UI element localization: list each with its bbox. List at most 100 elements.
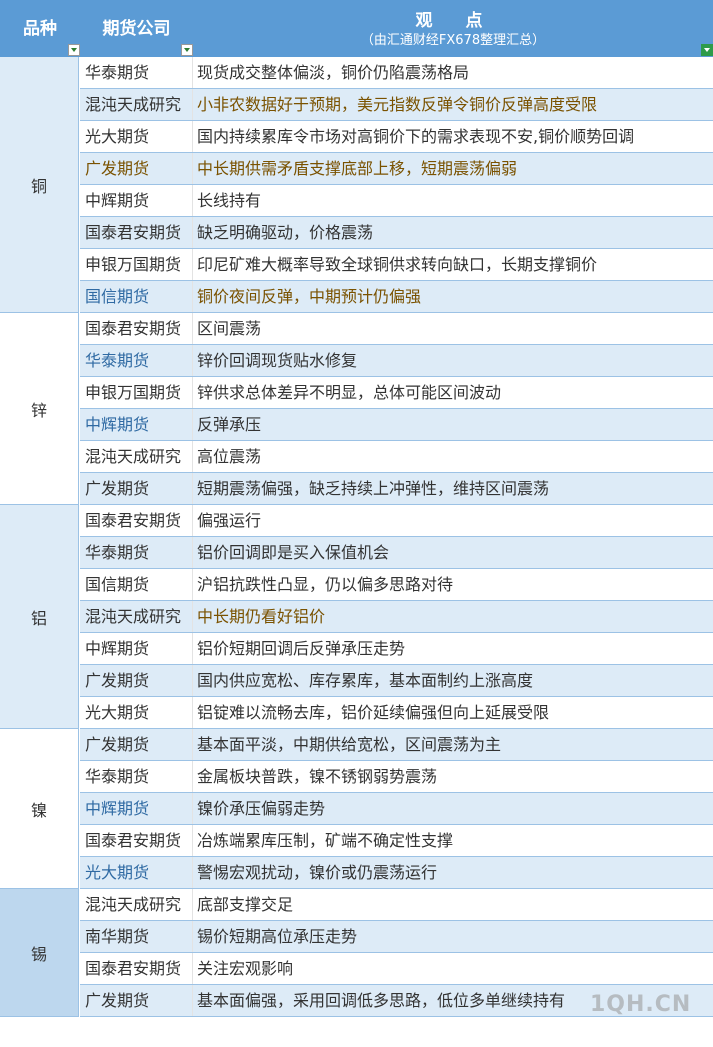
- view-cell: 锌供求总体差异不明显，总体可能区间波动: [197, 383, 502, 402]
- filter-active-icon[interactable]: [701, 44, 713, 56]
- table-row: 华泰期货 锌价回调现货贴水修复: [80, 345, 713, 377]
- table-row: 华泰期货 现货成交整体偏淡，铜价仍陷震荡格局: [80, 57, 713, 89]
- table-row: 国信期货 沪铝抗跌性凸显，仍以偏多思路对待: [80, 569, 713, 601]
- table-row: 广发期货 中长期供需矛盾支撑底部上移，短期震荡偏弱: [80, 153, 713, 185]
- header-variety: 品种: [23, 19, 57, 39]
- table-row: 混沌天成研究 小非农数据好于预期，美元指数反弹令铜价反弹高度受限: [80, 89, 713, 121]
- view-cell: 国内持续累库令市场对高铜价下的需求表现不安,铜价顺势回调: [197, 127, 635, 146]
- table-header: 品种 期货公司 观 点 （由汇通财经FX678整理汇总）: [0, 0, 713, 57]
- table-row: 中辉期货 铝价短期回调后反弹承压走势: [80, 633, 713, 665]
- view-cell: 长线持有: [197, 191, 262, 210]
- view-cell: 基本面平淡，中期供给宽松，区间震荡为主: [197, 735, 502, 754]
- company-cell: 混沌天成研究: [80, 89, 193, 120]
- table-row: 混沌天成研究 中长期仍看好铝价: [80, 601, 713, 633]
- filter-dropdown-icon[interactable]: [68, 44, 80, 56]
- table-row: 广发期货 短期震荡偏强，缺乏持续上冲弹性，维持区间震荡: [80, 473, 713, 505]
- company-cell: 光大期货: [80, 121, 193, 152]
- table-row: 华泰期货 铝价回调即是买入保值机会: [80, 537, 713, 569]
- company-cell: 混沌天成研究: [80, 441, 193, 472]
- view-cell: 现货成交整体偏淡，铜价仍陷震荡格局: [197, 63, 470, 82]
- view-cell: 偏强运行: [197, 511, 262, 530]
- view-cell: 高位震荡: [197, 447, 262, 466]
- table-row: 国泰君安期货 区间震荡: [80, 313, 713, 345]
- view-cell: 底部支撑交足: [197, 895, 294, 914]
- view-cell: 金属板块普跌，镍不锈钢弱势震荡: [197, 767, 438, 786]
- company-cell: 华泰期货: [80, 761, 193, 792]
- company-cell: 国泰君安期货: [80, 825, 193, 856]
- company-cell: 光大期货: [80, 857, 193, 888]
- company-cell: 广发期货: [80, 729, 193, 760]
- company-cell: 南华期货: [80, 921, 193, 952]
- table-row: 申银万国期货 锌供求总体差异不明显，总体可能区间波动: [80, 377, 713, 409]
- table-row: 光大期货 警惕宏观扰动，镍价或仍震荡运行: [80, 857, 713, 889]
- table-row: 混沌天成研究 底部支撑交足: [80, 889, 713, 921]
- view-cell: 短期震荡偏强，缺乏持续上冲弹性，维持区间震荡: [197, 479, 550, 498]
- company-cell: 国泰君安期货: [80, 313, 193, 344]
- view-cell: 反弹承压: [197, 415, 262, 434]
- table-row: 广发期货 基本面平淡，中期供给宽松，区间震荡为主: [80, 729, 713, 761]
- table-row: 国泰君安期货 缺乏明确驱动，价格震荡: [80, 217, 713, 249]
- company-cell: 中辉期货: [80, 409, 193, 440]
- company-cell: 光大期货: [80, 697, 193, 728]
- company-cell: 中辉期货: [80, 185, 193, 216]
- view-cell: 锌价回调现货贴水修复: [197, 351, 358, 370]
- view-cell: 关注宏观影响: [197, 959, 294, 978]
- filter-dropdown-icon[interactable]: [181, 44, 193, 56]
- table-row: 申银万国期货 印尼矿难大概率导致全球铜供求转向缺口，长期支撑铜价: [80, 249, 713, 281]
- header-view-source: （由汇通财经FX678整理汇总）: [360, 33, 546, 48]
- company-cell: 华泰期货: [80, 57, 193, 88]
- table-row: 中辉期货 反弹承压: [80, 409, 713, 441]
- table-row: 光大期货 铝锭难以流畅去库，铝价延续偏强但向上延展受限: [80, 697, 713, 729]
- view-cell: 印尼矿难大概率导致全球铜供求转向缺口，长期支撑铜价: [197, 255, 598, 274]
- company-cell: 华泰期货: [80, 537, 193, 568]
- company-cell: 华泰期货: [80, 345, 193, 376]
- table-row: 国信期货 铜价夜间反弹，中期预计仍偏强: [80, 281, 713, 313]
- table-row: 光大期货 国内持续累库令市场对高铜价下的需求表现不安,铜价顺势回调: [80, 121, 713, 153]
- company-cell: 国信期货: [80, 569, 193, 600]
- table-row: 中辉期货 镍价承压偏弱走势: [80, 793, 713, 825]
- variety-cell: 铜: [0, 57, 79, 313]
- company-cell: 广发期货: [80, 665, 193, 696]
- variety-cell: 镍: [0, 729, 79, 889]
- view-cell: 国内供应宽松、库存累库，基本面制约上涨高度: [197, 671, 534, 690]
- view-cell: 沪铝抗跌性凸显，仍以偏多思路对待: [197, 575, 454, 594]
- view-cell: 铝价短期回调后反弹承压走势: [197, 639, 406, 658]
- view-cell: 缺乏明确驱动，价格震荡: [197, 223, 374, 242]
- company-cell: 国信期货: [80, 281, 193, 312]
- variety-cell: 铝: [0, 505, 79, 729]
- variety-cell: 锌: [0, 313, 79, 505]
- company-cell: 国泰君安期货: [80, 217, 193, 248]
- table-row: 中辉期货 长线持有: [80, 185, 713, 217]
- table-row: 南华期货 锡价短期高位承压走势: [80, 921, 713, 953]
- table-row: 广发期货 国内供应宽松、库存累库，基本面制约上涨高度: [80, 665, 713, 697]
- table-row: 国泰君安期货 冶炼端累库压制，矿端不确定性支撑: [80, 825, 713, 857]
- view-cell: 中长期供需矛盾支撑底部上移，短期震荡偏弱: [197, 159, 518, 178]
- table-row: 国泰君安期货 关注宏观影响: [80, 953, 713, 985]
- company-cell: 混沌天成研究: [80, 889, 193, 920]
- table-row: 混沌天成研究 高位震荡: [80, 441, 713, 473]
- company-cell: 广发期货: [80, 473, 193, 504]
- company-cell: 国泰君安期货: [80, 505, 193, 536]
- company-cell: 国泰君安期货: [80, 953, 193, 984]
- company-cell: 申银万国期货: [80, 377, 193, 408]
- company-cell: 混沌天成研究: [80, 601, 193, 632]
- header-company: 期货公司: [102, 19, 171, 39]
- view-cell: 基本面偏强，采用回调低多思路，低位多单继续持有: [197, 991, 566, 1010]
- table-row: 国泰君安期货 偏强运行: [80, 505, 713, 537]
- company-cell: 申银万国期货: [80, 249, 193, 280]
- view-cell: 中长期仍看好铝价: [197, 607, 326, 626]
- company-cell: 中辉期货: [80, 793, 193, 824]
- view-cell: 区间震荡: [197, 319, 262, 338]
- variety-cell: 锡: [0, 889, 79, 1017]
- view-cell: 铜价夜间反弹，中期预计仍偏强: [197, 287, 422, 306]
- company-cell: 中辉期货: [80, 633, 193, 664]
- table-row: 广发期货 基本面偏强，采用回调低多思路，低位多单继续持有: [80, 985, 713, 1017]
- company-cell: 广发期货: [80, 153, 193, 184]
- view-cell: 铝价回调即是买入保值机会: [197, 543, 390, 562]
- view-cell: 铝锭难以流畅去库，铝价延续偏强但向上延展受限: [197, 703, 550, 722]
- view-cell: 小非农数据好于预期，美元指数反弹令铜价反弹高度受限: [197, 95, 598, 114]
- view-cell: 镍价承压偏弱走势: [197, 799, 326, 818]
- table-row: 华泰期货 金属板块普跌，镍不锈钢弱势震荡: [80, 761, 713, 793]
- watermark-logo: 1QH.CN: [590, 992, 692, 1017]
- header-view: 观 点: [415, 11, 491, 31]
